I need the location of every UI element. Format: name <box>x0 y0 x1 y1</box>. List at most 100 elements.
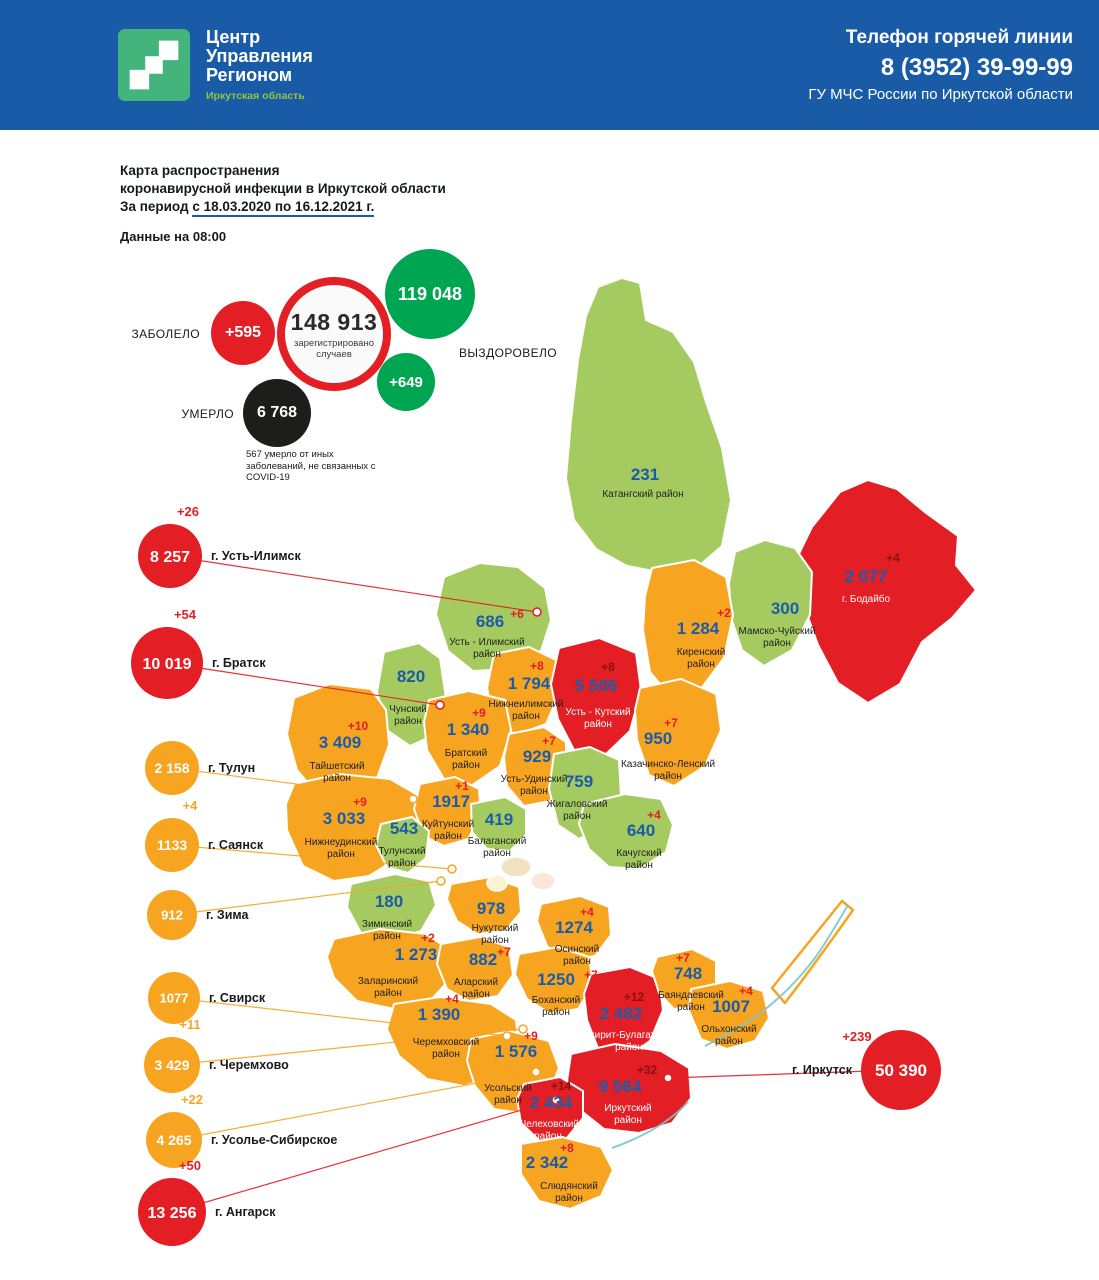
district-name: Заларинский <box>358 976 418 987</box>
district-name: район <box>388 858 416 869</box>
district-value: 9 564 <box>599 1077 642 1096</box>
district-value: 820 <box>397 667 425 686</box>
district-name: район <box>715 1036 743 1047</box>
district-name: Нукутский <box>472 923 519 934</box>
map-anchor-dot <box>518 1024 528 1034</box>
district-delta: +4 <box>886 551 900 565</box>
district-value: 1 794 <box>508 674 551 693</box>
district-name: Зиминский <box>362 919 412 930</box>
district-name: район <box>374 988 402 999</box>
city-delta: +50 <box>179 1158 201 1173</box>
district-name: Балаганский <box>468 836 527 847</box>
map-anchor-dot <box>502 1031 512 1041</box>
district-value: 3 033 <box>323 809 366 828</box>
city-label: г. Ангарск <box>215 1205 276 1219</box>
district-shape-kachugsky <box>578 793 674 870</box>
district-value: 1274 <box>555 918 593 937</box>
map-anchor-dot <box>447 864 457 874</box>
district-name: Качугский <box>616 848 661 859</box>
district-delta: +32 <box>637 1063 658 1077</box>
period-line: За период с 18.03.2020 по 16.12.2021 г. <box>120 198 446 217</box>
district-name: Ольхонский <box>701 1024 756 1035</box>
district-delta: +2 <box>421 931 435 945</box>
hotline-block: Телефон горячей линии 8 (3952) 39-99-99 … <box>808 27 1073 103</box>
city-value: 4 265 <box>156 1132 191 1148</box>
district-name: район <box>483 848 511 859</box>
header: Центр Управления Регионом Иркутская обла… <box>0 0 1099 130</box>
city-marker-usolye-sibirskoye: 4 265 +22 г. Усолье-Сибирское <box>146 1092 337 1168</box>
district-shape-kuitunsky <box>413 776 482 847</box>
district-value: 1 390 <box>418 1005 461 1024</box>
map-anchor-dot <box>435 700 445 710</box>
district-delta: +12 <box>624 990 645 1004</box>
district-name: Баяндаевский <box>658 990 724 1001</box>
district-delta: +8 <box>530 659 544 673</box>
city-markers: 8 257 +26 г. Усть-Илимск 10 019 +54 г. Братск… <box>131 504 941 1246</box>
hotline-organization: ГУ МЧС России по Иркутской области <box>808 86 1073 103</box>
district-name: район <box>654 771 682 782</box>
district-delta: +8 <box>560 1141 574 1155</box>
logo-text: Центр Управления Регионом Иркутская обла… <box>206 28 313 103</box>
district-value: 231 <box>631 465 659 484</box>
district-delta: +7 <box>584 968 598 982</box>
city-delta: +11 <box>179 1017 200 1032</box>
district-name: район <box>584 719 612 730</box>
district-value: 640 <box>627 821 655 840</box>
map-decorations <box>486 856 855 1149</box>
district-name: г. Бодайбо <box>842 593 891 605</box>
district-shapes <box>285 277 977 1210</box>
recovered-bubble: 119 048 <box>385 249 475 339</box>
city-marker-sayansk: 1133 +4 г. Саянск <box>145 798 264 872</box>
district-name: район <box>373 931 401 942</box>
district-name: Черемховский <box>413 1037 479 1048</box>
district-name: район <box>555 1193 583 1204</box>
district-name: Усть - Илимский <box>449 637 524 648</box>
district-value: 2 077 <box>845 567 888 586</box>
district-name: район <box>763 638 791 649</box>
district-name: Киренский <box>677 647 726 658</box>
logo-line: Регионом <box>206 65 293 85</box>
logo-subtitle: Иркутская область <box>206 90 305 102</box>
city-label: г. Усть-Илимск <box>211 549 301 563</box>
district-name: район <box>563 956 591 967</box>
city-circle <box>146 1112 202 1168</box>
map-anchor-dot <box>532 607 542 617</box>
district-name: Тулунский <box>378 846 425 857</box>
map-anchor-dot <box>663 1073 673 1083</box>
period-prefix: За период <box>120 199 189 214</box>
map-anchor-dot <box>551 1095 561 1105</box>
total-cases-caption: зарегистрировано случаев <box>294 337 374 360</box>
city-label: г. Саянск <box>208 838 264 852</box>
hotline-number: 8 (3952) 39-99-99 <box>880 54 1073 81</box>
district-delta: +4 <box>739 984 753 998</box>
district-shape-olkhonsky <box>688 980 770 1050</box>
small-territory-blob <box>530 871 556 891</box>
district-name: Аларский <box>454 977 498 988</box>
city-value: 8 257 <box>150 549 190 566</box>
district-delta: +6 <box>510 607 524 621</box>
district-delta: +2 <box>717 606 731 620</box>
leader-line-usolye-sibirskoye <box>173 1071 537 1141</box>
district-name: район <box>687 659 715 670</box>
city-label: г. Зима <box>206 908 249 922</box>
district-value: 1 340 <box>447 720 490 739</box>
hotline-label: Телефон горячей линии <box>845 27 1073 48</box>
died-label: УМЕРЛО <box>181 407 234 421</box>
district-name: район <box>512 711 540 722</box>
city-marker-bratsk: 10 019 +54 г. Братск <box>131 607 266 699</box>
district-shape-bratsky <box>423 690 512 787</box>
district-delta: +14 <box>551 1079 572 1093</box>
sick-delta-bubble: +595 <box>211 301 275 365</box>
district-value: 2 342 <box>526 1153 569 1172</box>
district-value: 748 <box>674 964 702 983</box>
leader-line-zima <box>171 880 442 916</box>
district-name: район <box>494 1095 522 1106</box>
map-anchor-dot <box>531 1067 541 1077</box>
district-value: 1 284 <box>677 619 720 638</box>
district-name: Жигаловский <box>546 799 607 810</box>
district-name: район <box>327 849 355 860</box>
city-delta: +4 <box>183 798 199 813</box>
city-delta: +22 <box>181 1092 203 1107</box>
district-value: 1 576 <box>495 1042 538 1061</box>
